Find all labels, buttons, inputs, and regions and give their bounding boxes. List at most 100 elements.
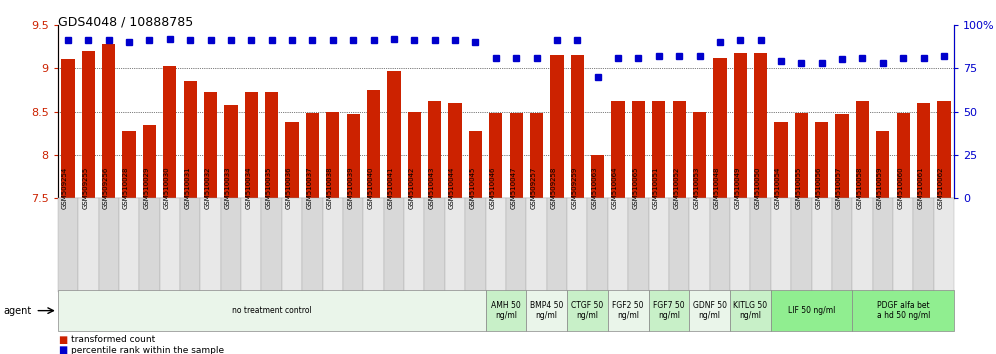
Bar <box>262 198 282 292</box>
Bar <box>872 198 893 292</box>
Bar <box>383 198 404 292</box>
Bar <box>547 198 567 292</box>
Bar <box>689 198 710 292</box>
Text: KITLG 50
ng/ml: KITLG 50 ng/ml <box>733 301 768 320</box>
Bar <box>489 113 502 198</box>
Text: BMP4 50
ng/ml: BMP4 50 ng/ml <box>530 301 564 320</box>
Bar <box>730 290 771 331</box>
Text: GSM510049: GSM510049 <box>734 167 740 210</box>
Text: GSM510051: GSM510051 <box>652 167 658 210</box>
Text: GSM510046: GSM510046 <box>490 167 496 210</box>
Text: no treatment control: no treatment control <box>232 306 312 315</box>
Text: GSM510053: GSM510053 <box>693 167 699 210</box>
Bar <box>795 113 808 198</box>
Text: GSM510059: GSM510059 <box>876 167 882 210</box>
Text: GSM510031: GSM510031 <box>184 167 190 210</box>
Bar <box>608 198 628 292</box>
Bar <box>224 105 238 198</box>
Bar <box>567 290 608 331</box>
Text: GSM510064: GSM510064 <box>612 167 618 210</box>
Bar <box>404 198 424 292</box>
Bar <box>571 55 584 198</box>
Bar <box>591 155 605 198</box>
Bar <box>832 198 853 292</box>
Bar <box>648 198 669 292</box>
Bar <box>180 198 200 292</box>
Bar <box>876 131 889 198</box>
Bar <box>750 198 771 292</box>
Text: GSM510043: GSM510043 <box>428 167 434 210</box>
Bar <box>245 92 258 198</box>
Bar <box>183 81 197 198</box>
Bar <box>836 114 849 198</box>
Text: GSM510042: GSM510042 <box>408 167 414 210</box>
Bar <box>123 131 135 198</box>
Bar <box>367 90 380 198</box>
Text: GSM510040: GSM510040 <box>368 167 374 210</box>
Bar <box>286 122 299 198</box>
Bar <box>628 198 648 292</box>
Text: GDNF 50
ng/ml: GDNF 50 ng/ml <box>692 301 727 320</box>
Text: GSM510054: GSM510054 <box>775 167 781 210</box>
Bar <box>163 67 176 198</box>
Bar <box>754 53 767 198</box>
Text: GSM510033: GSM510033 <box>225 167 231 210</box>
Bar <box>302 198 323 292</box>
Bar <box>139 198 159 292</box>
Text: GSM510032: GSM510032 <box>204 167 210 210</box>
Bar <box>693 112 706 198</box>
Bar <box>713 58 726 198</box>
Bar <box>486 290 526 331</box>
Text: GSM510044: GSM510044 <box>449 167 455 210</box>
Text: GSM510052: GSM510052 <box>673 167 679 210</box>
Bar <box>631 101 645 198</box>
Text: GSM509258: GSM509258 <box>551 167 557 210</box>
Bar <box>200 198 221 292</box>
Text: percentile rank within the sample: percentile rank within the sample <box>71 346 224 354</box>
Text: PDGF alfa bet
a hd 50 ng/ml: PDGF alfa bet a hd 50 ng/ml <box>876 301 930 320</box>
Text: GSM509256: GSM509256 <box>103 167 109 210</box>
Text: GSM510065: GSM510065 <box>632 167 638 210</box>
Text: FGF2 50
ng/ml: FGF2 50 ng/ml <box>613 301 644 320</box>
Text: GSM510038: GSM510038 <box>327 167 333 210</box>
Text: CTGF 50
ng/ml: CTGF 50 ng/ml <box>572 301 604 320</box>
Bar <box>58 198 78 292</box>
Bar <box>853 198 872 292</box>
Bar <box>934 198 954 292</box>
Bar <box>567 198 588 292</box>
Text: GSM510036: GSM510036 <box>286 167 292 210</box>
Bar <box>306 113 319 198</box>
Text: GSM510037: GSM510037 <box>307 167 313 210</box>
Text: GSM510057: GSM510057 <box>836 167 843 210</box>
Bar <box>648 290 689 331</box>
Bar <box>730 198 750 292</box>
Text: GSM510030: GSM510030 <box>163 167 169 210</box>
Bar <box>510 113 523 198</box>
Text: AMH 50
ng/ml: AMH 50 ng/ml <box>491 301 521 320</box>
Bar <box>99 198 119 292</box>
Bar <box>445 198 465 292</box>
Text: GSM510063: GSM510063 <box>592 167 598 210</box>
Bar <box>652 101 665 198</box>
Bar <box>387 71 400 198</box>
Text: GSM510039: GSM510039 <box>348 167 354 210</box>
Bar <box>608 290 648 331</box>
Bar <box>102 44 116 198</box>
Text: GDS4048 / 10888785: GDS4048 / 10888785 <box>58 16 193 29</box>
Bar <box>364 198 383 292</box>
Bar <box>937 101 950 198</box>
Text: GSM509259: GSM509259 <box>572 167 578 210</box>
Text: GSM510060: GSM510060 <box>897 167 903 210</box>
Bar <box>142 125 156 198</box>
Text: GSM509255: GSM509255 <box>83 167 89 210</box>
Text: GSM509257: GSM509257 <box>531 167 537 210</box>
Bar <box>448 103 462 198</box>
Text: FGF7 50
ng/ml: FGF7 50 ng/ml <box>653 301 685 320</box>
Text: GSM510050: GSM510050 <box>755 167 761 210</box>
Bar <box>282 198 302 292</box>
Bar <box>62 59 75 198</box>
Bar <box>771 198 791 292</box>
Text: ■: ■ <box>58 346 67 354</box>
Text: GSM510056: GSM510056 <box>816 167 822 210</box>
Bar <box>710 198 730 292</box>
